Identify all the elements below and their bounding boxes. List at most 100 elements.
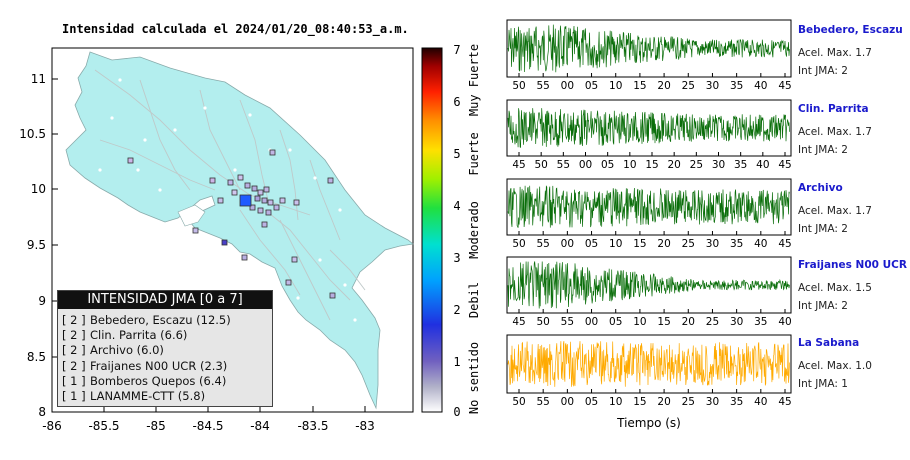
epicenter-marker bbox=[239, 194, 252, 207]
waveform-tick-label: 05 bbox=[601, 159, 614, 171]
waveform-tick-label: 50 bbox=[512, 80, 525, 92]
station-accel: Acel. Max. 1.7 bbox=[798, 205, 872, 217]
legend-row: [ 2 ] Archivo (6.0) bbox=[62, 343, 164, 358]
y-tick: 10.5 bbox=[19, 127, 46, 141]
map-title: Intensidad calculada el 2024/01/20_08:40… bbox=[62, 22, 409, 36]
waveform-tick-label: 00 bbox=[561, 80, 574, 92]
waveform-tick-label: 35 bbox=[730, 238, 743, 250]
x-tick: -83.5 bbox=[297, 419, 328, 433]
waveform-tick-label: 25 bbox=[682, 238, 695, 250]
waveform-tick-label: 50 bbox=[534, 159, 547, 171]
waveform-trace bbox=[507, 24, 790, 73]
waveform-tick-label: 10 bbox=[623, 159, 636, 171]
station-jma: Int JMA: 2 bbox=[798, 144, 848, 156]
waveform-tick-label: 30 bbox=[706, 80, 719, 92]
waveform-tick-label: 05 bbox=[585, 238, 598, 250]
y-tick: 9.5 bbox=[27, 238, 46, 252]
waveform-tick-label: 45 bbox=[778, 396, 791, 408]
station-info-1: Clin. Parrita Acel. Max. 1.7 Int JMA: 2 bbox=[798, 103, 872, 159]
waveform-tick-label: 25 bbox=[690, 159, 703, 171]
station-name: Bebedero, Escazu bbox=[798, 24, 903, 36]
x-tick: -85.5 bbox=[88, 419, 119, 433]
station-jma: Int JMA: 2 bbox=[798, 223, 848, 235]
waveform-tick-label: 15 bbox=[645, 159, 658, 171]
waveform-xlabel: Tiempo (s) bbox=[616, 416, 681, 430]
station-jma: Int JMA: 1 bbox=[798, 378, 848, 390]
y-tick: 8 bbox=[38, 405, 46, 419]
waveform-trace bbox=[507, 108, 790, 148]
waveform-tick-label: 15 bbox=[657, 316, 670, 328]
costa-rica-land bbox=[65, 51, 414, 410]
waveform-tick-label: 35 bbox=[734, 159, 747, 171]
station-accel: Acel. Max. 1.7 bbox=[798, 47, 872, 59]
waveform-tick-label: 15 bbox=[633, 238, 646, 250]
station-info-2: Archivo Acel. Max. 1.7 Int JMA: 2 bbox=[798, 182, 872, 238]
waveform-tick-label: 10 bbox=[609, 80, 622, 92]
waveform-tick-label: 40 bbox=[778, 316, 791, 328]
waveform-trace bbox=[507, 341, 790, 387]
roads bbox=[94, 69, 366, 321]
waveform-tick-label: 30 bbox=[706, 396, 719, 408]
station-info-0: Bebedero, Escazu Acel. Max. 1.7 Int JMA:… bbox=[798, 24, 903, 80]
waveform-tick-label: 10 bbox=[609, 238, 622, 250]
waveform-tick-label: 20 bbox=[657, 238, 670, 250]
x-tick: -86 bbox=[42, 419, 62, 433]
legend-row: [ 1 ] LANAMME-CTT (5.8) bbox=[62, 388, 206, 403]
waveform-tick-label: 20 bbox=[657, 396, 670, 408]
waveform-tick-label: 10 bbox=[633, 316, 646, 328]
waveform-tick-label: 45 bbox=[778, 80, 791, 92]
waveform-tick-label: 25 bbox=[682, 396, 695, 408]
waveform-tick-label: 20 bbox=[657, 80, 670, 92]
station-jma: Int JMA: 2 bbox=[798, 300, 848, 312]
waveform-trace bbox=[507, 185, 790, 228]
station-info-3: Fraijanes N00 UCR Acel. Max. 1.5 Int JMA… bbox=[798, 259, 907, 315]
waveform-tick-label: 55 bbox=[536, 396, 549, 408]
waveform-tick-label: 55 bbox=[536, 238, 549, 250]
waveform-tick-label: 05 bbox=[585, 80, 598, 92]
waveform-tick-label: 35 bbox=[730, 80, 743, 92]
waveform-tick-label: 00 bbox=[579, 159, 592, 171]
waveform-tick-label: 30 bbox=[712, 159, 725, 171]
station-accel: Acel. Max. 1.5 bbox=[798, 282, 872, 294]
waveform-tick-label: 25 bbox=[682, 80, 695, 92]
y-tick: 8.5 bbox=[27, 350, 46, 364]
waveform-tick-label: 15 bbox=[633, 80, 646, 92]
legend-row: [ 1 ] Bomberos Quepos (6.4) bbox=[62, 373, 227, 388]
waveform-tick-label: 40 bbox=[754, 396, 767, 408]
waveform-tick-label: 10 bbox=[609, 396, 622, 408]
waveform-tick-label: 15 bbox=[633, 396, 646, 408]
y-tick: 9 bbox=[38, 294, 46, 308]
waveform-tick-label: 50 bbox=[536, 316, 549, 328]
waveform-tick-label: 45 bbox=[512, 159, 525, 171]
waveform-tick-label: 30 bbox=[706, 238, 719, 250]
waveform-tick-label: 40 bbox=[754, 238, 767, 250]
waveform-tick-label: 00 bbox=[585, 316, 598, 328]
waveform-tick-label: 20 bbox=[667, 159, 680, 171]
intensity-legend: INTENSIDAD JMA [0 a 7] [ 2 ] Bebedero, Es… bbox=[57, 290, 273, 407]
waveform-tick-label: 20 bbox=[682, 316, 695, 328]
waveform-tick-label: 45 bbox=[778, 238, 791, 250]
station-info-4: La Sabana Acel. Max. 1.0 Int JMA: 1 bbox=[798, 337, 872, 393]
waveform-tick-label: 55 bbox=[536, 80, 549, 92]
station-name: Archivo bbox=[798, 182, 843, 194]
town-dots bbox=[98, 78, 357, 322]
station-accel: Acel. Max. 1.7 bbox=[798, 126, 872, 138]
station-name: Fraijanes N00 UCR bbox=[798, 259, 907, 271]
y-tick: 10 bbox=[31, 182, 46, 196]
station-markers bbox=[127, 149, 336, 299]
y-tick: 11 bbox=[31, 72, 46, 86]
legend-row: [ 2 ] Bebedero, Escazu (12.5) bbox=[62, 313, 231, 327]
waveform-tick-label: 40 bbox=[754, 80, 767, 92]
waveform-tick-label: 40 bbox=[756, 159, 769, 171]
station-accel: Acel. Max. 1.0 bbox=[798, 360, 872, 372]
waveform-tick-label: 35 bbox=[754, 316, 767, 328]
station-name: Clin. Parrita bbox=[798, 103, 869, 115]
station-jma: Int JMA: 2 bbox=[798, 65, 848, 77]
waveform-tick-label: 45 bbox=[778, 159, 791, 171]
waveform-tick-label: 05 bbox=[585, 396, 598, 408]
station-name: La Sabana bbox=[798, 337, 860, 349]
legend-row: [ 2 ] Fraijanes N00 UCR (2.3) bbox=[62, 358, 228, 373]
map-x-axis: -86 -85.5 -85 -84.5 -84 -83.5 -83 bbox=[42, 419, 375, 433]
waveform-tick-label: 25 bbox=[706, 316, 719, 328]
